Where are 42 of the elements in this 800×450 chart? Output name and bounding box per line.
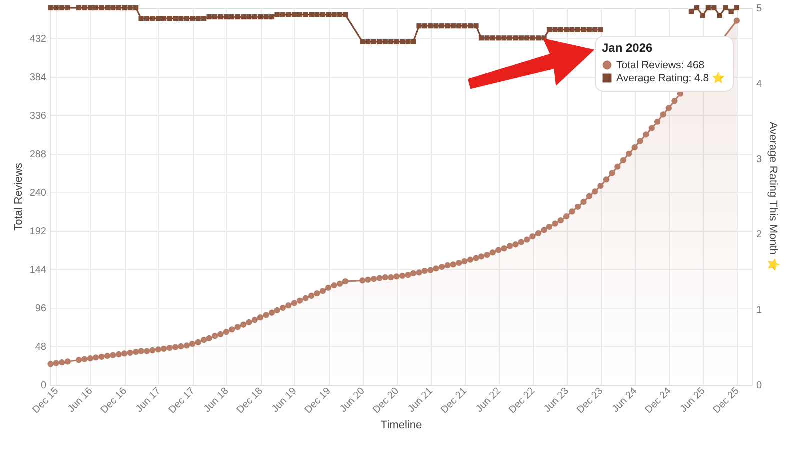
y2-tick-label: 4: [756, 78, 762, 90]
legend-title: Jan 2026: [602, 41, 654, 55]
x-tick-label: Jun 17: [134, 386, 164, 415]
y-tick-label: 0: [40, 380, 47, 392]
x-tick-label: Jun 23: [542, 386, 572, 415]
x-tick-label: Dec 16: [99, 386, 130, 416]
x-tick-label: Jun 18: [202, 386, 232, 415]
x-tick-label: Jun 24: [610, 386, 640, 415]
y2-tick-label: 2: [756, 230, 762, 241]
x-tick-label: Dec 21: [439, 386, 470, 416]
x-tick-label: Dec 25: [711, 386, 742, 416]
y-tick-label: 336: [30, 110, 47, 122]
x-tick-label: Dec 24: [643, 386, 674, 416]
y-tick-label: 240: [30, 188, 47, 199]
x-tick-label: Jun 19: [270, 386, 300, 415]
y2-tick-label: 3: [756, 154, 762, 166]
legend-label: Average Rating: 4.8 ⭐: [616, 71, 726, 84]
x-tick-label: Dec 17: [167, 386, 198, 416]
y2-tick-label: 1: [756, 305, 762, 316]
y-tick-label: 384: [30, 72, 47, 84]
x-tick-label: Jun 20: [338, 386, 368, 415]
x-tick-label: Dec 20: [371, 386, 402, 416]
x-tick-label: Jun 16: [66, 386, 96, 415]
y2-tick-label: 0: [756, 380, 762, 392]
y-tick-label: 288: [30, 149, 47, 160]
y-tick-label: 144: [30, 264, 47, 276]
y-tick-label: 432: [30, 34, 47, 45]
x-tick-label: Jun 22: [474, 386, 504, 415]
y-tick-label: 48: [35, 342, 47, 353]
x-tick-label: Jun 21: [406, 386, 436, 415]
y-axis-title: Total Reviews: [12, 162, 25, 231]
x-tick-label: Dec 22: [507, 386, 538, 416]
y2-tick-label: 5: [756, 4, 762, 14]
legend-label: Total Reviews: 468: [616, 59, 705, 72]
y-tick-label: 192: [30, 226, 47, 238]
y2-axis-title: Average Rating This Month ⭐: [767, 122, 780, 272]
x-tick-label: Jun 25: [678, 386, 708, 415]
x-tick-label: Dec 18: [235, 386, 266, 416]
x-tick-label: Dec 19: [303, 386, 334, 416]
x-axis-title: Timeline: [380, 419, 422, 432]
y-tick-label: 96: [35, 303, 47, 314]
x-tick-label: Dec 23: [575, 386, 606, 416]
